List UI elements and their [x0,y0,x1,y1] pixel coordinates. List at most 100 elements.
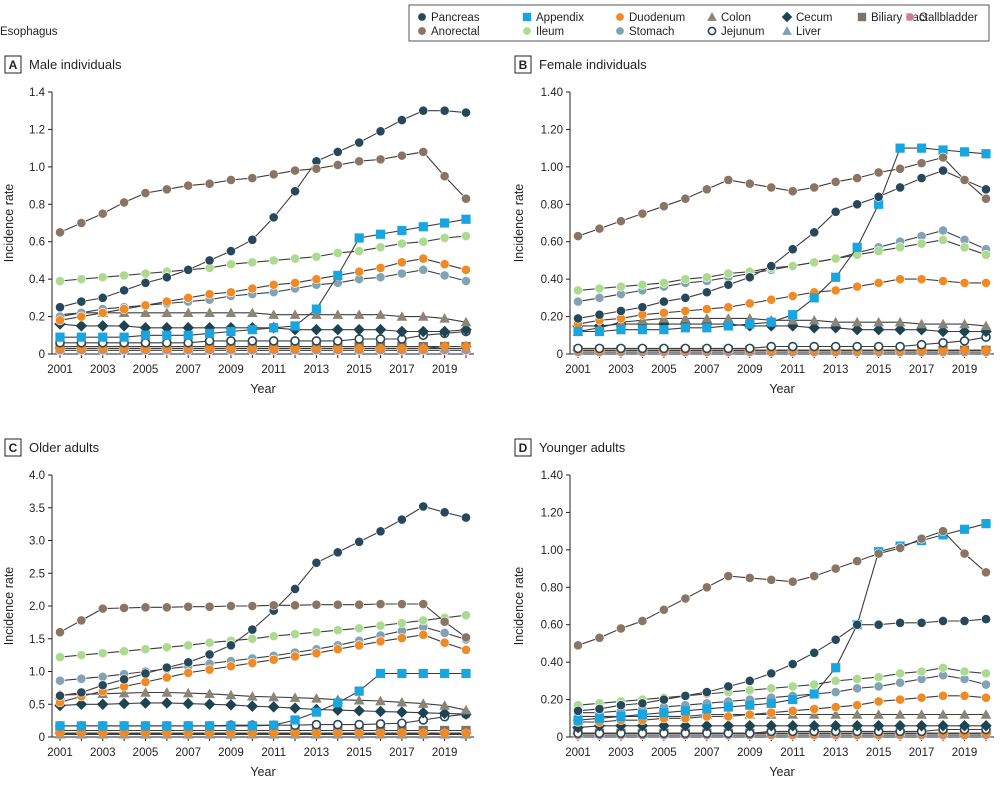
point-anorectal-2003 [97,603,108,614]
point-esophagus-2009 [225,342,237,355]
point-duodenum-2017 [916,692,927,703]
point-esophagus-2019 [438,727,451,739]
point-appendix-2007 [702,704,712,714]
point-jejunum-2013 [830,341,841,352]
panel-d: D Younger adults 0 0.20 0.40 0.60 0.80 1.00 1.20… [512,438,994,779]
point-duodenum-2011 [787,291,798,301]
point-pancreas-2017 [916,173,927,183]
x-tick-label: 2009 [737,364,763,376]
y-tick-label: 0.20 [541,312,563,324]
x-tick-label: 2005 [133,364,159,376]
point-duodenum-2014 [332,644,343,655]
point-duodenum-2012 [290,651,300,662]
point-anorectal-2002 [76,218,87,228]
point-appendix-2004 [119,721,129,731]
series-ileum [573,234,991,296]
x-tick-label: 2005 [651,364,677,376]
series-colon [54,687,472,715]
point-ileum-2015 [354,246,365,256]
point-anorectal-2014 [852,556,863,566]
point-ileum-2013 [311,627,322,638]
point-esophagus-2018 [417,342,430,355]
point-ileum-2020 [461,231,471,241]
point-pancreas-2013 [830,206,841,217]
x-tick-label: 2001 [47,747,73,759]
point-duodenum-2019 [439,637,450,648]
point-duodenum-2008 [204,664,215,675]
point-pancreas-2018 [938,616,948,626]
legend-marker-ileum [522,26,532,36]
point-pancreas-2007 [183,264,194,275]
series-line-anorectal [577,156,987,237]
point-pancreas-2014 [852,199,863,210]
point-ileum-2018 [938,662,948,673]
point-colon-2019 [959,709,970,719]
point-anorectal-2013 [830,176,841,187]
point-cecum-2017 [396,706,408,718]
point-duodenum-2018 [418,253,429,264]
y-tick-label: 0.80 [541,199,563,211]
point-ileum-2014 [852,674,863,684]
point-duodenum-2001 [55,315,65,326]
point-stomach-2018 [418,264,429,275]
point-colon-2018 [417,311,429,321]
series-cecum [54,318,472,338]
point-pancreas-2005 [140,668,151,679]
panels: A Male individuals 0 0.2 0.4 0.6 0.8 1.0 1.2 1.4 2… [2,55,994,779]
point-anorectal-2011 [268,600,279,611]
point-appendix-2015 [354,233,364,243]
point-appendix-2012 [809,689,819,699]
point-anorectal-2005 [658,201,669,212]
point-anorectal-2005 [140,602,151,613]
point-cecum-2014 [851,720,863,732]
point-cecum-2002 [75,698,88,710]
legend-item-esophagus: Esophagus [0,26,58,38]
point-jejunum-2014 [332,336,343,346]
y-tick-label: 1.20 [541,124,563,136]
point-esophagus-2014 [332,727,344,739]
x-tick-label: 2011 [261,747,286,759]
point-anorectal-2019 [439,171,450,182]
point-esophagus-2010 [246,342,259,355]
point-duodenum-2003 [97,307,108,318]
x-tick-label: 2001 [565,364,591,376]
legend-label-duodenum: Duodenum [629,12,685,24]
point-ileum-2009 [744,685,755,696]
point-ileum-2013 [830,253,841,264]
point-appendix-2013 [831,272,841,282]
point-pancreas-2012 [290,186,300,197]
point-anorectal-2003 [616,623,626,634]
point-colon-2011 [268,691,279,702]
point-appendix-2001 [573,326,583,337]
point-cecum-2009 [225,699,237,711]
point-duodenum-2002 [76,311,87,322]
point-jejunum-2017 [916,339,927,350]
point-cecum-2018 [937,720,949,732]
point-anorectal-2006 [680,193,691,204]
point-esophagus-2013 [310,342,323,355]
legend-label-gallbladder: Gallbladder [919,12,978,24]
point-ileum-2018 [418,236,429,247]
point-colon-2013 [311,309,322,319]
point-cecum-2003 [96,320,109,332]
x-tick-label: 2013 [304,364,330,376]
point-esophagus-2020 [460,340,472,353]
series-ileum [55,231,471,286]
panel-letter-box [514,438,532,457]
point-anorectal-2011 [787,186,798,197]
point-pancreas-2007 [701,687,712,697]
point-pancreas-2014 [852,619,863,630]
point-colon-2016 [375,695,386,706]
point-appendix-2009 [226,326,236,337]
x-tick-label: 2019 [952,364,978,376]
point-duodenum-2013 [830,702,841,712]
point-cecum-2012 [808,322,820,334]
point-appendix-2004 [637,325,648,335]
point-colon-2019 [439,313,450,323]
point-duodenum-2018 [938,276,948,286]
point-cecum-2018 [417,707,430,719]
point-ileum-2003 [97,272,108,283]
y-tick-label: 0.40 [541,657,563,669]
point-jejunum-2016 [895,341,905,352]
point-colon-2019 [959,318,970,329]
